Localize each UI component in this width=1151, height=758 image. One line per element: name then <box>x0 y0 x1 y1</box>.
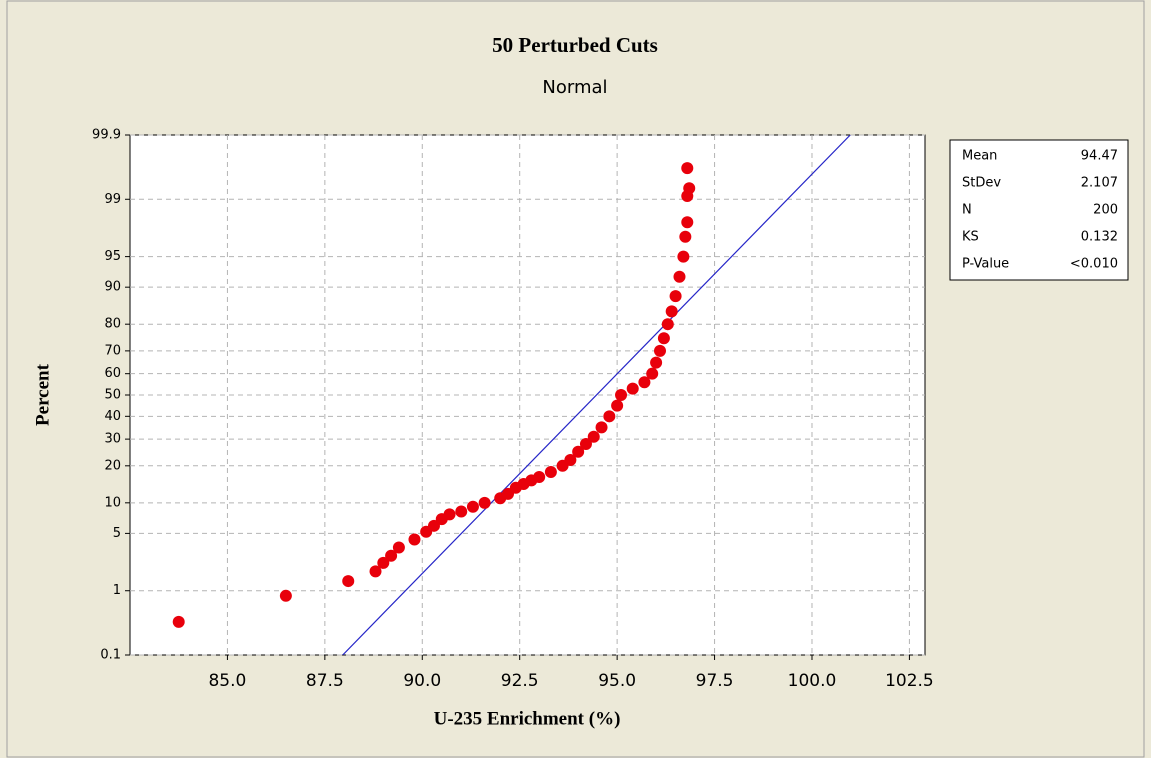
stats-label: KS <box>962 230 979 245</box>
data-point <box>661 318 674 331</box>
data-point <box>665 305 678 318</box>
stats-value: 200 <box>1093 203 1118 218</box>
fit-line <box>342 135 851 655</box>
x-tick-label: 92.5 <box>501 671 539 691</box>
data-point <box>587 430 600 443</box>
data-point <box>544 466 557 479</box>
data-point <box>455 505 468 518</box>
stats-label: StDev <box>962 176 1001 191</box>
y-tick-label: 10 <box>104 495 121 510</box>
y-tick-label: 30 <box>104 432 121 447</box>
data-point <box>681 162 694 175</box>
stats-label: P-Value <box>962 257 1009 272</box>
data-point <box>342 575 355 588</box>
x-axis-label: U-235 Enrichment (%) <box>434 708 621 729</box>
data-point <box>408 533 421 546</box>
y-tick-label: 70 <box>104 343 121 358</box>
data-point <box>443 508 456 521</box>
x-tick-label: 97.5 <box>696 671 734 691</box>
stats-value: 0.132 <box>1081 230 1118 245</box>
data-point <box>533 470 546 483</box>
data-point <box>615 389 628 401</box>
x-tick-label: 100.0 <box>788 671 837 691</box>
data-point <box>478 496 491 509</box>
data-point <box>385 549 398 562</box>
y-tick-label: 80 <box>104 317 121 332</box>
data-point <box>466 500 479 513</box>
data-point <box>595 421 608 434</box>
stats-box <box>949 139 1129 281</box>
y-tick-label: 5 <box>113 526 121 541</box>
stats-label: Mean <box>962 149 997 164</box>
x-tick-label: 85.0 <box>208 671 246 691</box>
y-tick-label: 40 <box>104 409 121 424</box>
data-point <box>279 589 292 602</box>
y-tick-label: 99 <box>104 192 121 207</box>
y-tick-label: 0.1 <box>100 648 121 663</box>
y-tick-label: 95 <box>104 249 121 264</box>
data-point <box>427 519 440 532</box>
data-point <box>673 270 686 283</box>
chart-subtitle: Normal <box>542 77 607 98</box>
data-point <box>377 556 390 569</box>
x-tick-label: 90.0 <box>403 671 441 691</box>
stats-value: <0.010 <box>1070 257 1118 272</box>
data-point <box>679 230 692 243</box>
data-point <box>677 250 690 263</box>
data-point <box>669 290 682 303</box>
x-tick-label: 102.5 <box>885 671 934 691</box>
data-point <box>603 410 616 423</box>
data-point <box>572 445 585 458</box>
y-tick-label: 1 <box>113 583 121 598</box>
y-tick-label: 90 <box>104 280 121 295</box>
y-axis-label: Percent <box>32 363 53 426</box>
data-point <box>650 356 663 369</box>
data-point <box>392 541 405 554</box>
data-point <box>579 438 592 451</box>
data-point <box>646 367 659 380</box>
x-tick-label: 87.5 <box>306 671 344 691</box>
chart-title: 50 Perturbed Cuts <box>492 33 658 57</box>
data-point <box>564 453 577 466</box>
data-point <box>611 399 624 412</box>
stats-label: N <box>962 203 972 218</box>
y-tick-label: 60 <box>104 366 121 381</box>
y-tick-label: 20 <box>104 458 121 473</box>
stats-value: 94.47 <box>1081 149 1118 164</box>
data-point <box>657 332 670 345</box>
data-point <box>369 565 382 578</box>
data-point <box>683 182 696 195</box>
data-point <box>681 216 694 229</box>
data-point <box>638 376 651 389</box>
x-tick-label: 95.0 <box>598 671 636 691</box>
y-tick-label: 99.9 <box>92 128 121 143</box>
stats-value: 2.107 <box>1081 176 1118 191</box>
y-tick-label: 50 <box>104 388 121 403</box>
data-point <box>626 382 639 395</box>
data-point <box>172 615 185 628</box>
data-point <box>654 344 666 357</box>
